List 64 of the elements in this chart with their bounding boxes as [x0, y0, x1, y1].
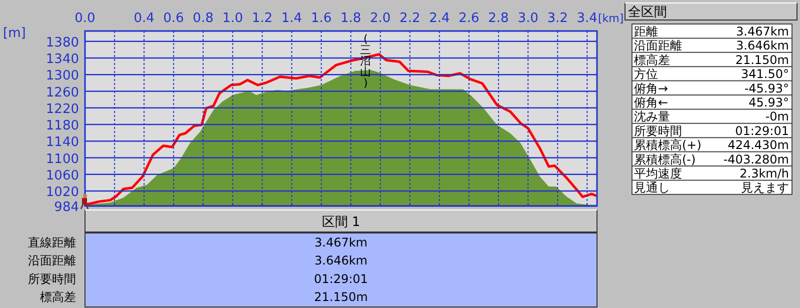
y-tick-label: 1260 — [46, 85, 79, 100]
text: 所要時間 — [28, 272, 76, 286]
text: 標高差 — [40, 290, 76, 304]
x-axis-title: [km] — [598, 12, 624, 25]
y-tick-label: 1100 — [46, 152, 79, 167]
x-tick-label: 1.0 — [222, 11, 244, 26]
text: 所要時間 — [634, 124, 682, 138]
text: -0m — [765, 110, 789, 124]
y-axis-title: [m] — [3, 26, 26, 41]
x-tick-label: 1.8 — [340, 11, 362, 26]
x-tick-label: 0.0 — [74, 11, 96, 26]
text: 累積標高(-) — [634, 152, 696, 166]
text: 01:29:01 — [735, 124, 789, 138]
x-tick-label: 1.4 — [281, 11, 302, 26]
y-tick-label: 1220 — [46, 102, 79, 117]
text: 見えます — [741, 180, 789, 195]
y-tick-label: 1380 — [46, 35, 79, 50]
x-tick-label: 3.2 — [547, 11, 568, 26]
y-tick-label: 1300 — [46, 68, 79, 84]
x-tick-label: 2.2 — [400, 11, 420, 26]
x-tick-label: 2.0 — [370, 11, 391, 26]
text: 2.3km/h — [740, 166, 789, 180]
x-tick-label: 3.4 — [576, 11, 598, 26]
text: 直線距離 — [28, 236, 76, 250]
text: 45.93° — [748, 96, 789, 110]
text: 見通し — [634, 180, 670, 195]
text: 01:29:01 — [314, 272, 368, 286]
y-tick-label: 1020 — [46, 185, 79, 200]
text: 沿面距離 — [634, 38, 682, 53]
text: 俯角→ — [634, 81, 668, 96]
x-tick-label: 0.6 — [163, 11, 184, 26]
text: 21.150m — [314, 290, 368, 304]
text: 俯角← — [634, 96, 668, 110]
text: 21.150m — [735, 52, 789, 67]
x-tick-label: 2.6 — [458, 11, 480, 26]
text: 距離 — [634, 24, 658, 38]
y-tick-label: 1060 — [46, 168, 79, 184]
text: 341.50° — [741, 67, 789, 82]
text: 3.646km — [736, 38, 789, 53]
text: -403.280m — [723, 152, 789, 166]
x-tick-label: 2.4 — [429, 11, 450, 26]
x-tick-label: 0.8 — [192, 11, 214, 26]
text: 平均速度 — [634, 166, 682, 180]
text: 区間 1 — [322, 215, 360, 230]
text: 3.646km — [314, 254, 368, 268]
text: -45.93° — [744, 81, 789, 96]
text: 方位 — [634, 67, 658, 82]
text: 沈み量 — [634, 110, 670, 124]
x-tick-label: 0.4 — [134, 11, 154, 26]
text: 累積標高(+) — [634, 138, 702, 152]
x-tick-label: 2.8 — [488, 11, 509, 26]
y-tick-label: 1140 — [46, 135, 79, 150]
text: 3.467km — [314, 236, 368, 250]
y-tick-label: 984 — [54, 200, 79, 215]
x-tick-label: 1.2 — [252, 11, 273, 26]
x-tick-label: 1.6 — [310, 11, 332, 26]
x-tick-label: 3.0 — [518, 11, 538, 26]
text: 全区間 — [628, 5, 667, 20]
text: 沿面距離 — [28, 254, 76, 268]
text: 標高差 — [634, 52, 670, 67]
y-tick-label: 1340 — [46, 52, 79, 68]
y-tick-label: 1180 — [46, 118, 79, 134]
text: 424.430m — [728, 138, 789, 152]
text: 3.467km — [736, 24, 789, 38]
